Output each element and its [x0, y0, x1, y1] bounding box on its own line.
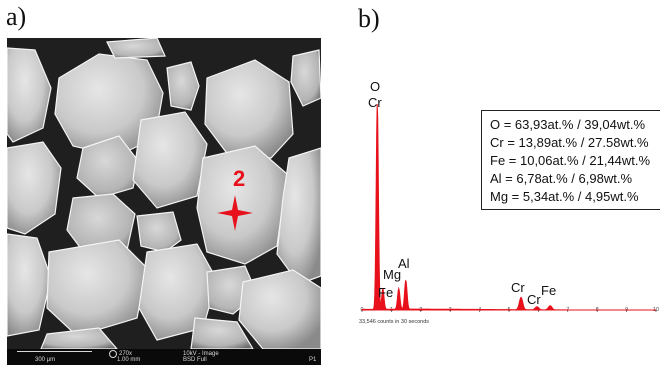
composition-line: Al = 6,78at.% / 6,98wt.%: [490, 171, 632, 186]
red-star-marker-icon: [217, 195, 253, 231]
sem-particles: [7, 38, 321, 349]
particle: [40, 327, 118, 349]
particle: [132, 111, 208, 209]
particle: [76, 135, 140, 199]
magnification-label: 270x: [119, 351, 133, 357]
particle: [290, 49, 321, 107]
peak-label-o: O: [370, 79, 381, 94]
particle: [7, 47, 52, 143]
scale-bar: [17, 351, 92, 352]
field-width-label: 1.00 mm: [117, 357, 141, 363]
magnifier-icon: [109, 350, 117, 358]
composition-line: Mg = 5,34at.% / 4,95wt.%: [490, 189, 639, 204]
panel-id-label: P1: [309, 357, 317, 363]
counts-caption: 33,546 counts in 30 seconds: [359, 319, 430, 325]
particle: [46, 239, 148, 337]
panel-label-a: a): [6, 2, 27, 31]
eds-spectrum: 012345678910: [360, 104, 659, 312]
peak-label-cr-3: Cr: [527, 292, 541, 307]
detector-label: BSD Full: [183, 357, 207, 363]
peak-label-cr-1: Cr: [368, 95, 382, 110]
peak-label-fe-2: Fe: [541, 283, 557, 298]
voltage-mode-label: 10kV - Image: [183, 351, 219, 357]
particle: [196, 145, 288, 265]
particle: [136, 211, 182, 253]
particle: [204, 59, 294, 159]
particle: [7, 233, 52, 337]
composition-line: Fe = 10,06at.% / 21,44wt.%: [490, 153, 651, 168]
composition-box: O = 63,93at.% / 39,04wt.% Cr = 13,89at.%…: [481, 110, 660, 210]
peak-label-al: Al: [398, 256, 410, 271]
composition-line: O = 63,93at.% / 39,04wt.%: [490, 117, 646, 132]
peak-label-mg: Mg: [383, 267, 402, 282]
particle: [166, 61, 200, 111]
spectrum-trace: [361, 104, 656, 311]
sem-micrograph: 300 µm 270x 1.00 mm 10kV - Image BSD Ful…: [7, 38, 321, 365]
sem-info-bar: 300 µm 270x 1.00 mm 10kV - Image BSD Ful…: [7, 349, 321, 365]
panel-label-b: b): [358, 4, 380, 33]
peak-label-cr-2: Cr: [511, 280, 525, 295]
particle: [7, 141, 62, 235]
particle: [238, 269, 321, 349]
scale-label: 300 µm: [35, 357, 56, 363]
marker-number: 2: [233, 166, 246, 191]
particle: [190, 317, 254, 349]
composition-line: Cr = 13,89at.% / 27.58wt.%: [490, 135, 649, 150]
particle: [106, 38, 166, 59]
peak-label-fe-1: Fe: [378, 285, 394, 300]
